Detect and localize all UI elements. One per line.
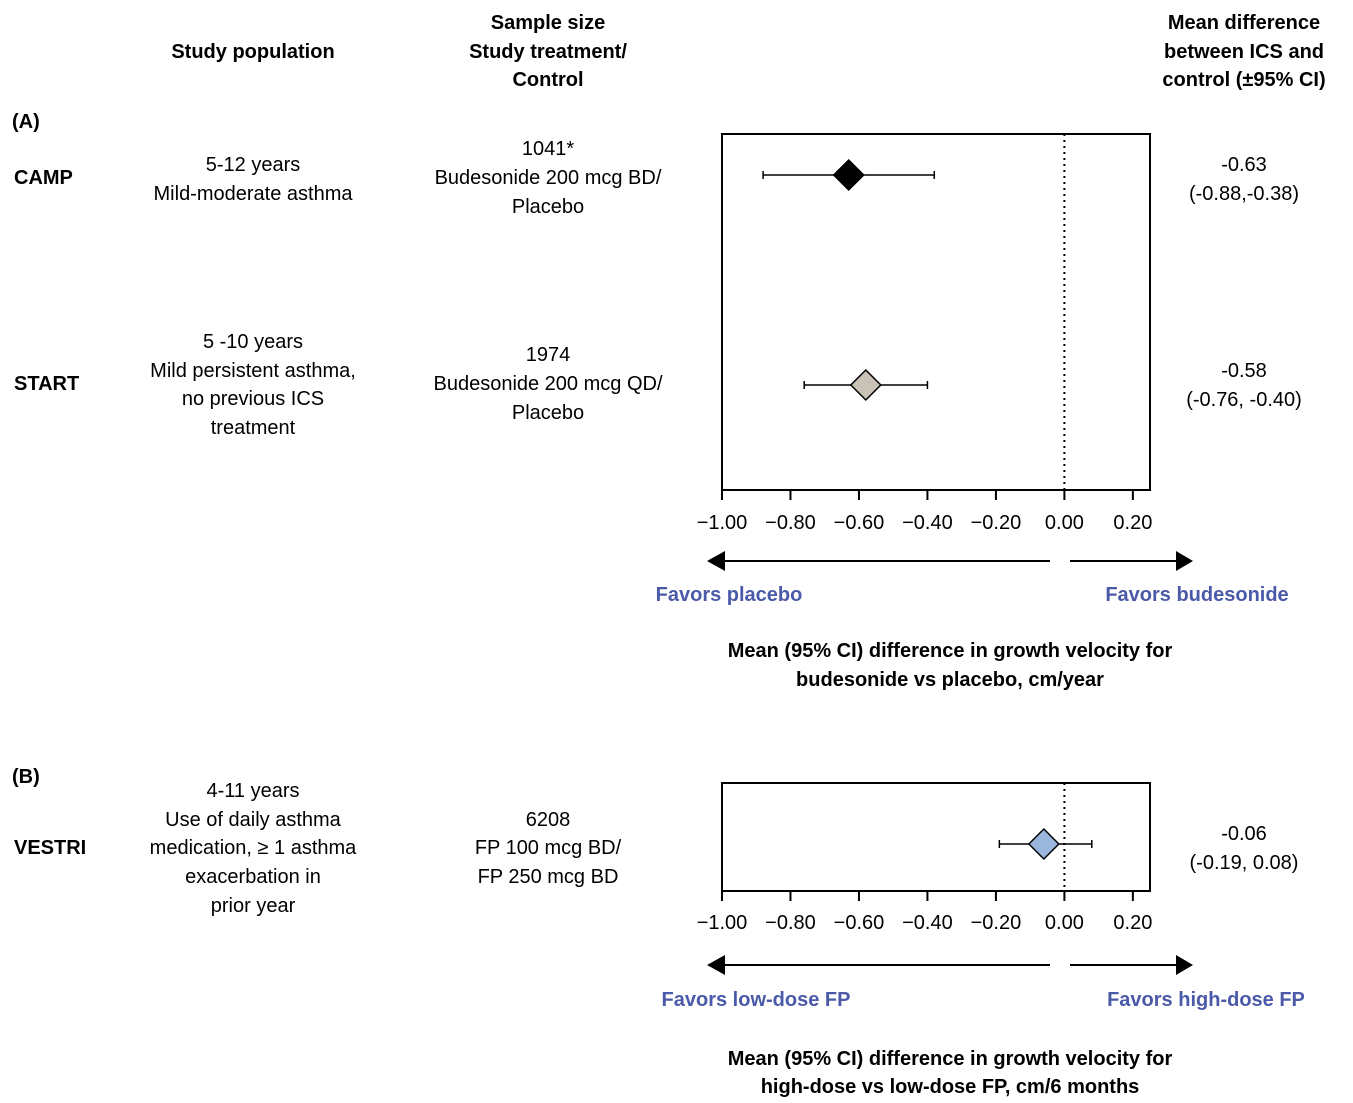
vestri-sample-line-3: FP 250 mcg BD (478, 866, 619, 888)
header-mean-diff-line-2: between ICS and (1164, 41, 1324, 63)
header-sample-line-3: Control (512, 69, 583, 91)
study-name-camp: CAMP (14, 167, 73, 189)
header-mean-diff-line-3: control (±95% CI) (1162, 69, 1325, 91)
start-population-line-2: Mild persistent asthma, (150, 360, 356, 382)
vestri-estimate-ci: (-0.19, 0.08) (1190, 852, 1299, 874)
panel-a-label: (A) (12, 111, 40, 133)
x-tick-label-b: −1.00 (697, 912, 748, 934)
camp-population-line-1: 5-12 years (206, 154, 301, 176)
forest-plot-panel-b: −1.00 −0.80 −0.60 −0.40 −0.20 0.00 0.20 (697, 782, 1152, 934)
vestri-sample-line-1: 6208 (526, 809, 571, 831)
plot-frame-a (721, 133, 1151, 491)
x-tick-label-a: 0.00 (1045, 512, 1084, 534)
panel-b-xlabel-line-2: high-dose vs low-dose FP, cm/6 months (761, 1076, 1140, 1098)
x-tick-label-a: −0.60 (834, 512, 885, 534)
panel-b-label: (B) (12, 766, 40, 788)
start-sample-line-1: 1974 (526, 344, 571, 366)
start-population-line-3: no previous ICS (182, 388, 324, 410)
start-population-line-4: treatment (211, 417, 296, 439)
header-study-population: Study population (171, 41, 334, 63)
camp-sample-line-1: 1041* (522, 138, 574, 160)
x-tick-label-b: −0.60 (834, 912, 885, 934)
x-tick-label-b: −0.80 (765, 912, 816, 934)
favors-budesonide-label: Favors budesonide (1105, 584, 1288, 606)
panel-a-xlabel-line-1: Mean (95% CI) difference in growth veloc… (728, 640, 1173, 662)
estimate-diamond-start (849, 368, 882, 402)
vestri-population-line-2: Use of daily asthma (165, 809, 342, 831)
favors-right-arrow-a (1070, 551, 1193, 571)
x-tick-label-b: −0.40 (902, 912, 953, 934)
favors-left-arrow-b (707, 955, 1050, 975)
vestri-estimate-value: -0.06 (1221, 823, 1267, 845)
x-tick-label-b: 0.20 (1113, 912, 1152, 934)
panel-a-xlabel-line-2: budesonide vs placebo, cm/year (796, 669, 1104, 691)
x-tick-label-b: −0.20 (971, 912, 1022, 934)
camp-population-line-2: Mild-moderate asthma (154, 183, 354, 205)
x-tick-label-a: −0.80 (765, 512, 816, 534)
forest-plot-panel-a: −1.00 −0.80 −0.60 −0.40 −0.20 0.00 0.20 (697, 133, 1152, 534)
start-sample-line-2: Budesonide 200 mcg QD/ (433, 373, 662, 395)
start-sample-line-3: Placebo (512, 402, 584, 424)
x-tick-label-a: −0.20 (971, 512, 1022, 534)
estimate-diamond-camp (832, 158, 865, 192)
study-name-vestri: VESTRI (14, 837, 86, 859)
vestri-population-line-5: prior year (211, 895, 296, 917)
header-sample-line-2: Study treatment/ (469, 41, 627, 63)
vestri-population-line-4: exacerbation in (185, 866, 321, 888)
camp-sample-line-3: Placebo (512, 196, 584, 218)
header-mean-diff-line-1: Mean difference (1168, 12, 1320, 34)
estimate-diamond-vestri (1027, 827, 1060, 861)
start-estimate-value: -0.58 (1221, 360, 1267, 382)
panel-b-xlabel-line-1: Mean (95% CI) difference in growth veloc… (728, 1048, 1173, 1070)
vestri-population-line-3: medication, ≥ 1 asthma (150, 837, 358, 859)
plot-frame-b (721, 782, 1151, 892)
x-tick-label-a: −0.40 (902, 512, 953, 534)
camp-sample-line-2: Budesonide 200 mcg BD/ (435, 167, 662, 189)
header-sample-line-1: Sample size (491, 12, 606, 34)
favors-right-arrow-b (1070, 955, 1193, 975)
start-population-line-1: 5 -10 years (203, 331, 303, 353)
x-tick-label-b: 0.00 (1045, 912, 1084, 934)
camp-estimate-value: -0.63 (1221, 154, 1267, 176)
favors-low-dose-fp-label: Favors low-dose FP (662, 989, 851, 1011)
x-tick-label-a: 0.20 (1113, 512, 1152, 534)
vestri-sample-line-2: FP 100 mcg BD/ (475, 837, 622, 859)
favors-high-dose-fp-label: Favors high-dose FP (1107, 989, 1305, 1011)
favors-placebo-label: Favors placebo (656, 584, 803, 606)
favors-left-arrow-a (707, 551, 1050, 571)
camp-estimate-ci: (-0.88,-0.38) (1189, 183, 1299, 205)
study-name-start: START (14, 373, 79, 395)
vestri-population-line-1: 4-11 years (206, 780, 299, 802)
x-tick-label-a: −1.00 (697, 512, 748, 534)
start-estimate-ci: (-0.76, -0.40) (1186, 389, 1302, 411)
